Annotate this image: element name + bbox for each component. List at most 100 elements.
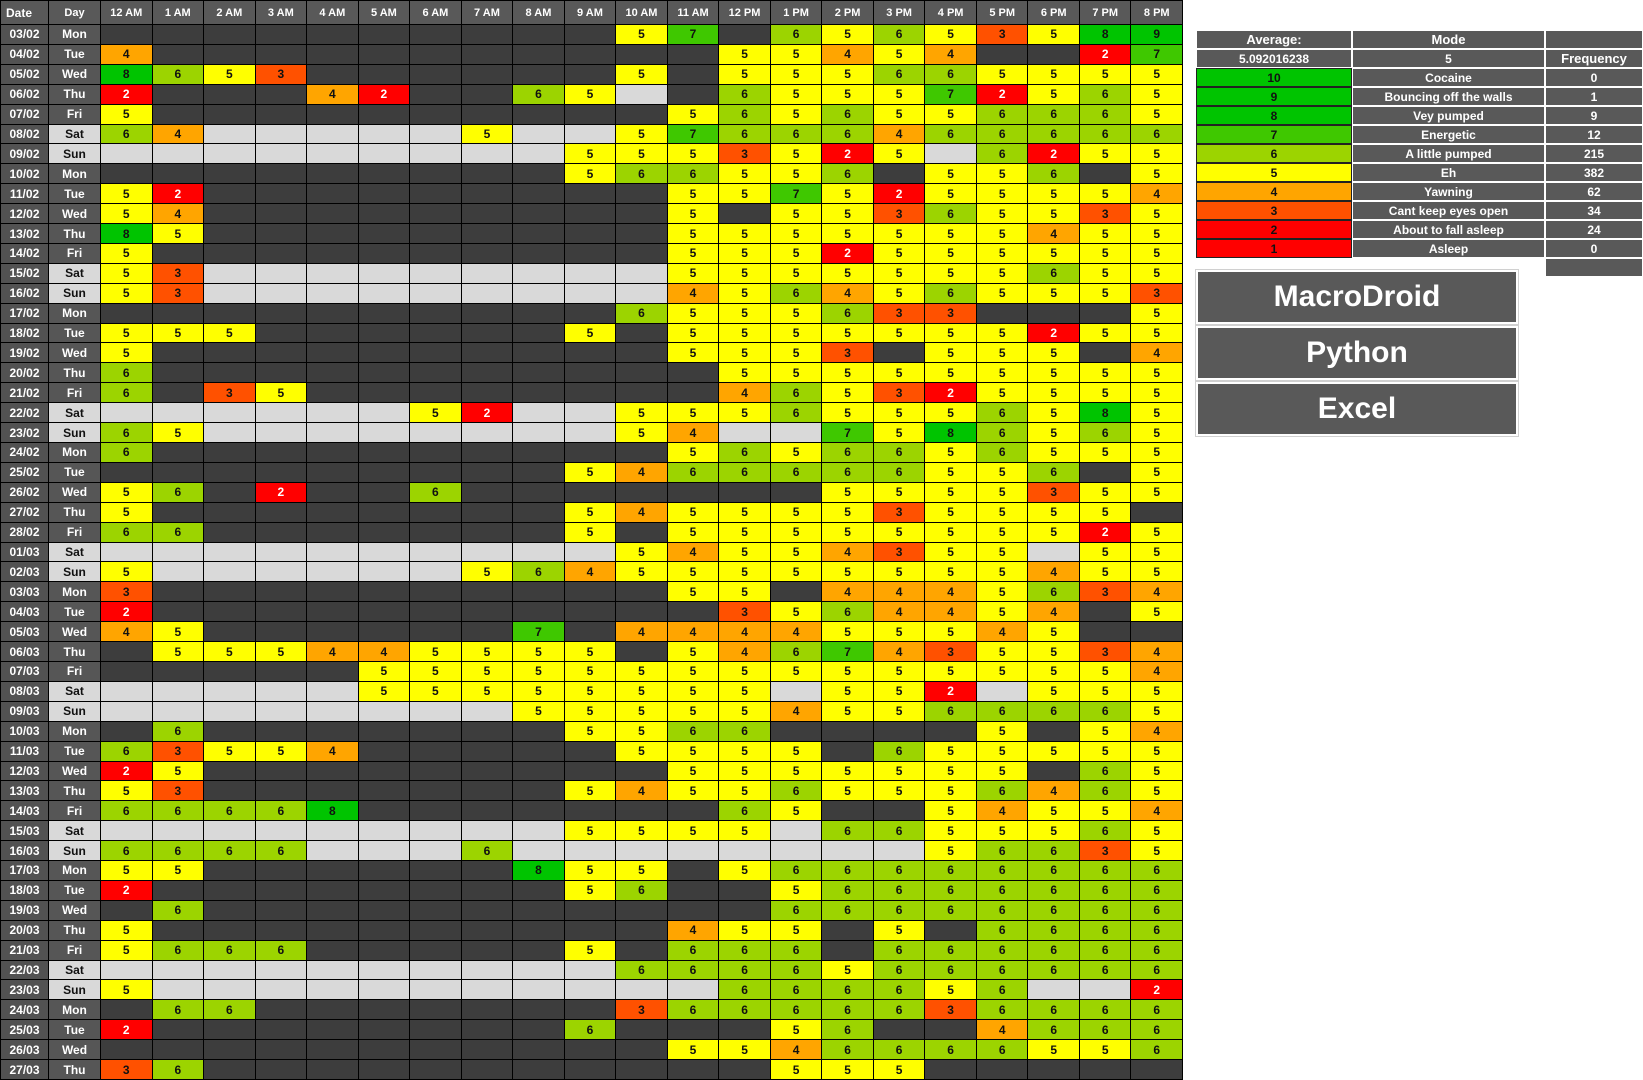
grid-cell-empty[interactable] bbox=[1131, 1060, 1182, 1079]
column-header-hour[interactable]: 6 AM bbox=[410, 1, 461, 24]
grid-cell-value[interactable]: 6 bbox=[976, 861, 1028, 880]
grid-cell-empty[interactable] bbox=[307, 443, 358, 462]
legend-level-frequency[interactable]: 34 bbox=[1545, 201, 1643, 220]
grid-cell-empty[interactable] bbox=[770, 423, 822, 443]
grid-cell-value[interactable]: 5 bbox=[1131, 144, 1182, 164]
grid-cell-value[interactable]: 3 bbox=[1079, 642, 1131, 661]
row-header-date[interactable]: 11/03 bbox=[1, 741, 48, 761]
grid-cell-value[interactable]: 3 bbox=[1079, 204, 1131, 224]
grid-cell-value[interactable]: 6 bbox=[719, 960, 770, 980]
grid-cell-value[interactable]: 6 bbox=[925, 204, 976, 224]
row-header-date[interactable]: 06/03 bbox=[1, 642, 48, 661]
grid-cell-value[interactable]: 5 bbox=[255, 383, 307, 403]
grid-cell-empty[interactable] bbox=[410, 164, 461, 184]
grid-cell-empty[interactable] bbox=[358, 622, 410, 642]
grid-cell-value[interactable]: 6 bbox=[1079, 821, 1131, 841]
row-header-date[interactable]: 11/02 bbox=[1, 184, 48, 204]
grid-cell-empty[interactable] bbox=[152, 542, 204, 562]
legend-level-value[interactable]: 7 bbox=[1196, 125, 1352, 144]
grid-cell-empty[interactable] bbox=[513, 980, 564, 1000]
grid-cell-value[interactable]: 6 bbox=[925, 960, 976, 980]
grid-cell-value[interactable]: 4 bbox=[1131, 721, 1182, 741]
grid-cell-value[interactable]: 6 bbox=[925, 880, 976, 900]
row-header-date[interactable]: 27/02 bbox=[1, 502, 48, 522]
grid-cell-value[interactable]: 6 bbox=[822, 900, 873, 920]
grid-cell-value[interactable]: 5 bbox=[719, 184, 770, 204]
grid-cell-empty[interactable] bbox=[410, 821, 461, 841]
grid-cell-empty[interactable] bbox=[564, 900, 616, 920]
grid-cell-value[interactable]: 5 bbox=[667, 502, 719, 522]
row-header-day[interactable]: Thu bbox=[49, 84, 100, 104]
grid-cell-empty[interactable] bbox=[513, 462, 564, 482]
row-header-date[interactable]: 12/03 bbox=[1, 761, 48, 781]
grid-cell-value[interactable]: 4 bbox=[719, 383, 770, 403]
grid-cell-value[interactable]: 3 bbox=[1028, 482, 1079, 502]
grid-cell-empty[interactable] bbox=[564, 542, 616, 562]
grid-cell-value[interactable]: 5 bbox=[1028, 25, 1079, 44]
grid-cell-empty[interactable] bbox=[204, 243, 255, 263]
grid-cell-empty[interactable] bbox=[461, 582, 513, 602]
grid-cell-empty[interactable] bbox=[616, 900, 667, 920]
grid-cell-empty[interactable] bbox=[513, 582, 564, 602]
grid-cell-value[interactable]: 5 bbox=[616, 542, 667, 562]
grid-cell-value[interactable]: 6 bbox=[1079, 940, 1131, 960]
grid-cell-empty[interactable] bbox=[461, 84, 513, 104]
grid-cell-value[interactable]: 6 bbox=[719, 940, 770, 960]
grid-cell-empty[interactable] bbox=[925, 920, 976, 940]
grid-cell-value[interactable]: 3 bbox=[616, 1000, 667, 1020]
grid-cell-value[interactable]: 5 bbox=[1079, 801, 1131, 821]
grid-cell-empty[interactable] bbox=[410, 562, 461, 582]
grid-cell-empty[interactable] bbox=[410, 64, 461, 84]
grid-cell-empty[interactable] bbox=[358, 781, 410, 801]
grid-cell-empty[interactable] bbox=[358, 821, 410, 841]
grid-cell-value[interactable]: 5 bbox=[822, 522, 873, 542]
grid-cell-empty[interactable] bbox=[461, 204, 513, 224]
grid-cell-value[interactable]: 5 bbox=[719, 821, 770, 841]
grid-cell-value[interactable]: 5 bbox=[616, 403, 667, 423]
column-header-hour[interactable]: 12 AM bbox=[101, 1, 152, 24]
grid-cell-value[interactable]: 2 bbox=[152, 184, 204, 204]
grid-cell-empty[interactable] bbox=[410, 462, 461, 482]
grid-cell-empty[interactable] bbox=[152, 164, 204, 184]
grid-cell-value[interactable]: 6 bbox=[204, 841, 255, 861]
grid-cell-value[interactable]: 5 bbox=[925, 801, 976, 821]
grid-cell-value[interactable]: 5 bbox=[667, 224, 719, 243]
grid-cell-value[interactable]: 5 bbox=[461, 642, 513, 661]
grid-cell-value[interactable]: 6 bbox=[1079, 960, 1131, 980]
grid-cell-value[interactable]: 6 bbox=[1131, 960, 1182, 980]
row-header-date[interactable]: 25/03 bbox=[1, 1020, 48, 1040]
grid-cell-value[interactable]: 5 bbox=[616, 124, 667, 144]
row-header-date[interactable]: 07/02 bbox=[1, 104, 48, 124]
grid-cell-empty[interactable] bbox=[255, 522, 307, 542]
grid-cell-empty[interactable] bbox=[564, 124, 616, 144]
grid-cell-value[interactable]: 2 bbox=[976, 84, 1028, 104]
grid-cell-value[interactable]: 5 bbox=[101, 184, 152, 204]
row-header-day[interactable]: Mon bbox=[49, 1000, 100, 1020]
grid-cell-value[interactable]: 5 bbox=[1079, 323, 1131, 343]
grid-cell-value[interactable]: 6 bbox=[1131, 900, 1182, 920]
grid-cell-value[interactable]: 5 bbox=[976, 243, 1028, 263]
grid-cell-empty[interactable] bbox=[307, 1040, 358, 1060]
grid-cell-value[interactable]: 7 bbox=[770, 184, 822, 204]
grid-cell-empty[interactable] bbox=[358, 184, 410, 204]
row-header-day[interactable]: Wed bbox=[49, 343, 100, 363]
grid-cell-value[interactable]: 5 bbox=[204, 642, 255, 661]
grid-cell-empty[interactable] bbox=[616, 283, 667, 303]
grid-cell-value[interactable]: 5 bbox=[1131, 761, 1182, 781]
grid-cell-value[interactable]: 6 bbox=[770, 900, 822, 920]
grid-cell-empty[interactable] bbox=[719, 900, 770, 920]
grid-cell-value[interactable]: 6 bbox=[616, 960, 667, 980]
grid-cell-empty[interactable] bbox=[564, 303, 616, 323]
row-header-day[interactable]: Thu bbox=[49, 781, 100, 801]
grid-cell-value[interactable]: 5 bbox=[976, 363, 1028, 383]
grid-cell-value[interactable]: 6 bbox=[925, 900, 976, 920]
row-header-date[interactable]: 25/02 bbox=[1, 462, 48, 482]
grid-cell-value[interactable]: 5 bbox=[719, 283, 770, 303]
grid-cell-value[interactable]: 5 bbox=[770, 602, 822, 622]
grid-cell-empty[interactable] bbox=[410, 243, 461, 263]
grid-cell-empty[interactable] bbox=[152, 343, 204, 363]
grid-cell-value[interactable]: 5 bbox=[255, 741, 307, 761]
grid-cell-empty[interactable] bbox=[255, 661, 307, 681]
grid-cell-value[interactable]: 6 bbox=[873, 443, 925, 462]
grid-cell-empty[interactable] bbox=[410, 1020, 461, 1040]
